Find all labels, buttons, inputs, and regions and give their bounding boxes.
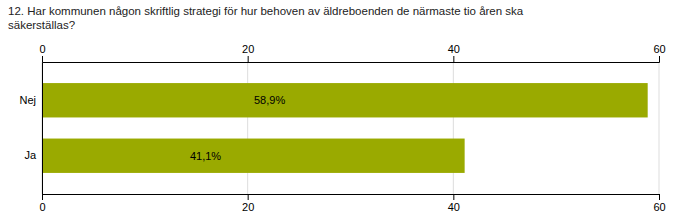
chart: 12. Har kommunen någon skriftlig strateg… <box>0 0 681 220</box>
data-label: 58,9% <box>254 94 285 106</box>
tick: 60 <box>653 43 665 62</box>
tick-label: 40 <box>448 43 460 55</box>
grid <box>42 62 659 194</box>
tick-label: Ja <box>24 149 37 161</box>
tick-mark <box>659 194 660 200</box>
tick-mark <box>659 56 660 62</box>
tick-mark <box>248 56 249 62</box>
tick-mark <box>453 194 454 200</box>
tick: 40 <box>448 43 460 62</box>
grid-line <box>42 62 43 194</box>
tick-label: 60 <box>653 201 665 213</box>
tick: 20 <box>242 43 254 62</box>
tick-mark <box>42 56 43 62</box>
tick-label: 60 <box>653 43 665 55</box>
plot: 0 20 40 60 0 20 40 60 Nej Ja 58,9% 41,1% <box>19 43 665 213</box>
tick-label: 0 <box>39 43 45 55</box>
tick-label: Nej <box>19 94 36 106</box>
tick-label: 20 <box>242 201 254 213</box>
grid-line <box>453 62 454 194</box>
tick-label: 0 <box>39 201 45 213</box>
bar <box>42 139 465 173</box>
grid-line <box>659 62 660 194</box>
tick: 20 <box>242 194 254 213</box>
x-axis-bottom: 0 20 40 60 <box>39 194 665 213</box>
x-axis-top: 0 20 40 60 <box>39 43 665 63</box>
tick: 40 <box>448 194 460 213</box>
axis-line <box>43 56 660 63</box>
tick-mark <box>453 56 454 62</box>
data-label: 41,1% <box>190 150 221 162</box>
tick-mark <box>42 194 43 200</box>
grid-line <box>247 62 248 194</box>
axis-line <box>43 195 660 201</box>
data-labels: 58,9% 41,1% <box>190 94 285 161</box>
axis-line <box>42 63 43 195</box>
tick: 60 <box>653 194 665 213</box>
tick: 0 <box>39 43 45 62</box>
title: 12. Har kommunen någon skriftlig strateg… <box>8 5 524 31</box>
tick: 0 <box>39 194 45 213</box>
y-axis: Nej Ja <box>19 63 42 195</box>
tick-mark <box>248 194 249 200</box>
tick: Ja <box>24 149 42 161</box>
bars <box>42 83 648 173</box>
tick: Nej <box>19 94 42 106</box>
bar <box>42 83 648 117</box>
tick-label: 20 <box>242 43 254 55</box>
tick-label: 40 <box>448 201 460 213</box>
